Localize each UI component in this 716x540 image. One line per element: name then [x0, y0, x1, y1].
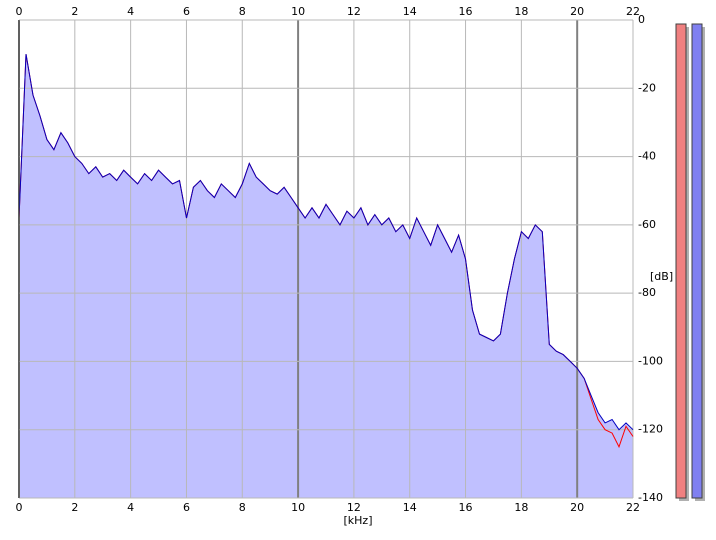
x-tick-label: 16	[459, 5, 473, 18]
x-tick-label: 22	[626, 501, 640, 514]
area-fill	[19, 54, 633, 498]
x-tick-label: 18	[514, 5, 528, 18]
x-tick-label: 4	[127, 5, 134, 18]
meter-left	[675, 23, 687, 499]
x-tick-label: 6	[183, 501, 190, 514]
y-axis-label: [dB]	[650, 270, 673, 283]
x-tick-label: 0	[16, 5, 23, 18]
x-tick-label: 10	[291, 501, 305, 514]
y-tick-label: -60	[638, 218, 656, 231]
x-tick-label: 12	[347, 501, 361, 514]
x-tick-label: 18	[514, 501, 528, 514]
y-tick-label: -140	[638, 491, 663, 504]
x-tick-label: 20	[570, 5, 584, 18]
x-tick-label: 14	[403, 5, 417, 18]
x-tick-label: 14	[403, 501, 417, 514]
y-tick-label: 0	[638, 13, 645, 26]
x-tick-label: 0	[16, 501, 23, 514]
y-tick-label: -80	[638, 286, 656, 299]
y-tick-label: -40	[638, 150, 656, 163]
plot-area	[18, 19, 634, 499]
x-tick-label: 10	[291, 5, 305, 18]
x-tick-label: 6	[183, 5, 190, 18]
spectrum-line	[18, 54, 634, 431]
x-tick-label: 2	[71, 5, 78, 18]
y-tick-label: -20	[638, 81, 656, 94]
x-tick-label: 8	[239, 501, 246, 514]
x-tick-label: 22	[626, 5, 640, 18]
x-tick-label: 2	[71, 501, 78, 514]
y-tick-label: -120	[638, 423, 663, 436]
x-axis-label: [kHz]	[344, 514, 373, 527]
x-tick-label: 12	[347, 5, 361, 18]
x-tick-label: 4	[127, 501, 134, 514]
x-tick-label: 16	[459, 501, 473, 514]
y-tick-label: -100	[638, 354, 663, 367]
x-tick-label: 20	[570, 501, 584, 514]
x-tick-label: 8	[239, 5, 246, 18]
meter-right	[691, 23, 703, 499]
